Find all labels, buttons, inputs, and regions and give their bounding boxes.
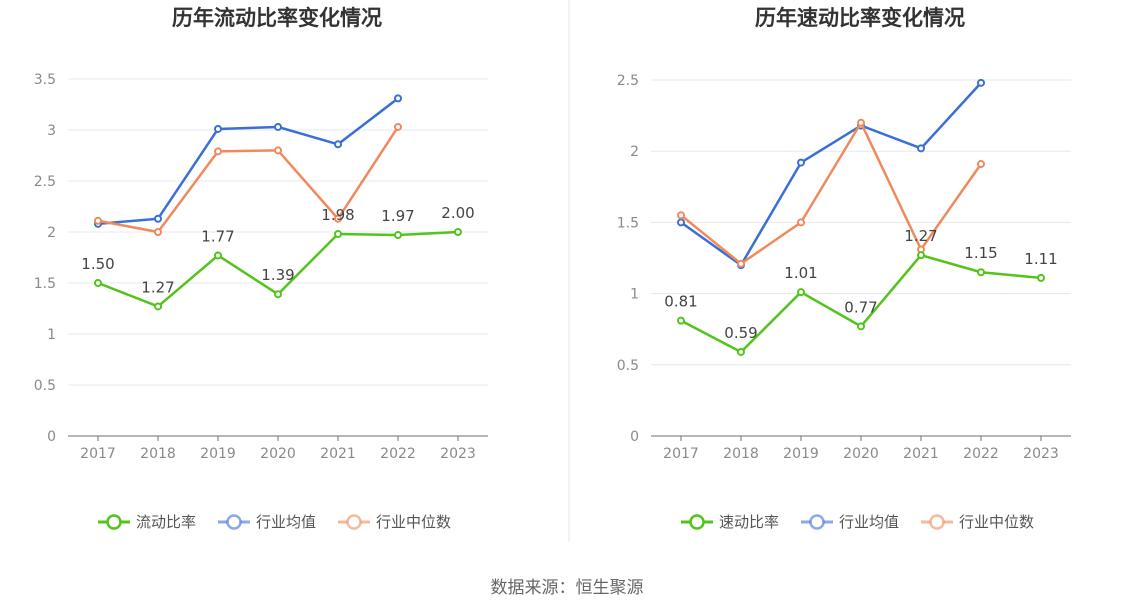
legend-marker-1 (809, 514, 825, 530)
chart-title: 历年速动比率变化情况 (755, 6, 965, 30)
quick-ratio-chart: 历年速动比率变化情况 0 0.5 1 1.5 2 2.5 2017 2018 2019 2020 20… (617, 6, 1071, 531)
data-source-label: 数据来源：恒生聚源 (490, 578, 644, 598)
series-line-1 (680, 82, 982, 267)
series-line-2 (97, 126, 400, 234)
data-label: 1.39 (261, 266, 294, 284)
data-label: 1.01 (784, 264, 817, 282)
data-label: 1.27 (904, 227, 937, 245)
y-tick-label: 0.5 (617, 358, 639, 374)
x-tick-label: 2017 (663, 446, 699, 462)
x-tick-label: 2017 (80, 446, 116, 462)
x-tick-label: 2018 (723, 446, 759, 462)
series-point (917, 144, 925, 153)
series-point (334, 230, 342, 239)
y-tick-label: 1.5 (617, 215, 639, 231)
chart-title: 历年流动比率变化情况 (172, 6, 382, 30)
x-tick-label: 2021 (903, 446, 939, 462)
legend-label-2: 行业中位数 (959, 513, 1034, 531)
x-tick-label: 2023 (440, 446, 476, 462)
series-point (1037, 273, 1045, 282)
series-line-1 (97, 97, 399, 226)
legend-label-1: 行业均值 (256, 513, 316, 531)
y-tick-label: 2 (630, 144, 639, 160)
series-point (334, 214, 342, 223)
y-tick-label: 2.5 (617, 73, 639, 89)
x-tick-label: 2021 (320, 446, 356, 462)
series-point (797, 288, 805, 297)
current-ratio-chart: 历年流动比率变化情况 0 0.5 1 1.5 2 2.5 3 3.5 2017 2018 2019 20… (34, 6, 488, 531)
series-point (917, 251, 925, 260)
legend-marker-0 (106, 514, 122, 530)
series-point (394, 231, 402, 240)
x-tick-label: 2022 (380, 446, 416, 462)
data-label: 1.27 (141, 278, 174, 296)
data-label: 2.00 (441, 204, 474, 222)
data-label: 1.97 (381, 207, 414, 225)
y-tick-label: 0 (630, 429, 639, 445)
data-label: 1.11 (1024, 250, 1057, 268)
x-tick-label: 2022 (963, 446, 999, 462)
y-tick-label: 2 (47, 225, 56, 241)
series-point (977, 78, 985, 87)
x-tick-label: 2019 (783, 446, 819, 462)
y-tick-label: 3.5 (34, 72, 56, 88)
series-point (94, 279, 102, 287)
data-label: 0.59 (724, 324, 757, 342)
legend-label-0: 速动比率 (719, 513, 779, 531)
data-label: 1.77 (201, 227, 234, 245)
legend-marker-0 (689, 514, 705, 530)
series-point (797, 218, 805, 227)
series-point (677, 211, 685, 220)
y-tick-label: 1.5 (34, 276, 56, 292)
y-tick-label: 3 (47, 123, 56, 139)
x-tick-label: 2023 (1023, 446, 1059, 462)
series-point (857, 118, 865, 127)
series-point (154, 302, 162, 311)
series-point (154, 228, 162, 236)
series-point (274, 122, 282, 131)
series-point (677, 316, 685, 325)
legend-marker-2 (346, 514, 362, 530)
data-label: 1.15 (964, 244, 997, 262)
series-point (274, 290, 282, 299)
series-point (677, 218, 685, 227)
y-tick-label: 0.5 (34, 378, 56, 394)
y-tick-label: 1 (47, 327, 56, 343)
x-tick-label: 2018 (140, 446, 176, 462)
series-point (977, 160, 985, 169)
y-tick-label: 2.5 (34, 174, 56, 190)
x-tick-label: 2020 (260, 446, 296, 462)
series-point (214, 147, 222, 156)
series-point (797, 158, 805, 167)
series-point (977, 268, 985, 277)
legend-marker-2 (929, 514, 945, 530)
data-label: 1.50 (81, 255, 114, 273)
data-label: 1.98 (321, 206, 354, 224)
series-line-2 (680, 121, 983, 265)
legend-label-2: 行业中位数 (376, 513, 451, 531)
series-point (394, 122, 402, 131)
y-tick-label: 1 (630, 287, 639, 303)
series-point (214, 251, 222, 260)
series-point (154, 214, 162, 223)
legend-label-1: 行业均值 (839, 513, 899, 531)
series-point (857, 322, 865, 331)
series-point (737, 347, 745, 356)
series-point (94, 216, 102, 225)
y-tick-label: 0 (47, 429, 56, 445)
series-point (334, 140, 342, 149)
legend-label-0: 流动比率 (136, 513, 196, 531)
series-point (394, 94, 402, 103)
series-point (737, 259, 745, 268)
x-tick-label: 2019 (200, 446, 236, 462)
data-label: 0.77 (844, 298, 877, 316)
x-tick-label: 2020 (843, 446, 879, 462)
series-point (214, 124, 222, 133)
series-point (274, 146, 282, 155)
data-label: 0.81 (664, 293, 697, 311)
legend-marker-1 (226, 514, 242, 530)
series-point (454, 228, 462, 236)
